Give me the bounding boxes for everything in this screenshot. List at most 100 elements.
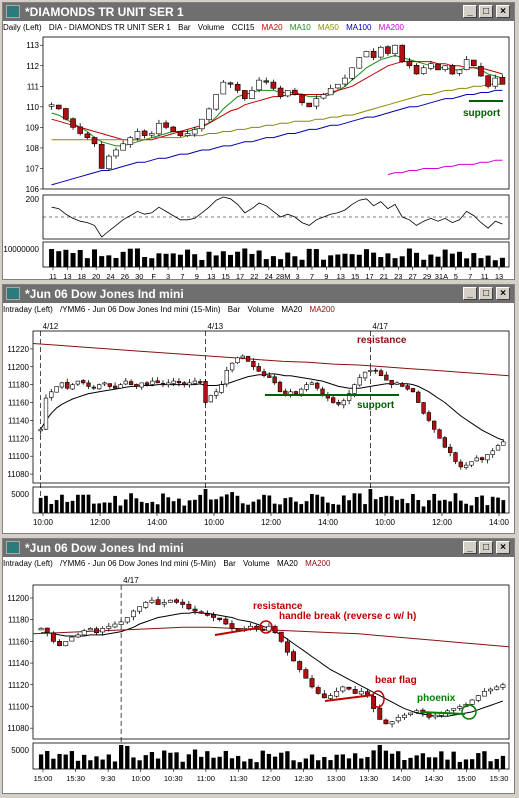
volume-bar	[125, 745, 130, 769]
candle-body	[77, 126, 84, 134]
volume-bar	[416, 500, 421, 513]
maximize-button[interactable]: □	[479, 287, 493, 300]
info-text: Bar	[178, 23, 191, 32]
volume-bar	[45, 750, 50, 769]
volume-bar	[127, 248, 133, 267]
candle-body	[224, 370, 229, 385]
candle-body	[306, 102, 313, 108]
candle-body	[203, 380, 208, 403]
candle-body	[38, 628, 44, 631]
volume-bar	[363, 504, 367, 513]
volume-bar	[414, 252, 420, 267]
volume-bar	[270, 256, 276, 267]
minimize-button[interactable]: _	[463, 541, 477, 554]
volume-bar	[396, 751, 401, 769]
x-tick-label: 10:00	[375, 518, 396, 527]
chart-window-5min: *Jun 06 Dow Jones Ind mini _ □ × Intrada…	[2, 538, 515, 794]
candle-body	[358, 690, 364, 695]
volume-bar	[137, 760, 142, 769]
volume-bar	[501, 500, 506, 513]
volume-bar	[150, 501, 155, 513]
info-text: DIA - DIAMONDS TR UNIT SER 1	[48, 23, 171, 32]
candle-body	[488, 688, 494, 692]
maximize-button[interactable]: □	[479, 5, 493, 18]
candle-body	[416, 391, 421, 403]
day-marker-label: 4/17	[372, 322, 388, 331]
volume-bar	[193, 499, 197, 513]
volume-bar	[448, 501, 453, 513]
candle-body	[220, 81, 227, 95]
day-marker-label: 4/17	[123, 576, 139, 585]
x-tick-label: 22	[250, 272, 258, 279]
volume-bar	[463, 759, 469, 769]
ma-line-ma20	[40, 373, 504, 441]
info-text: Bar	[223, 559, 236, 568]
price-tick-label: 11180	[8, 616, 30, 625]
close-button[interactable]: ×	[496, 5, 510, 18]
close-button[interactable]: ×	[496, 287, 510, 300]
volume-tick-label: 5000	[11, 746, 29, 755]
candle-body	[150, 380, 155, 385]
x-tick-label: 11	[49, 272, 57, 279]
window-titlebar[interactable]: *Jun 06 Dow Jones Ind mini _ □ ×	[3, 285, 514, 303]
candle-body	[385, 46, 391, 54]
candle-body	[463, 464, 469, 468]
maximize-button[interactable]: □	[479, 541, 493, 554]
candle-body	[134, 131, 141, 139]
candle-body	[91, 137, 98, 145]
volume-panel-frame	[42, 241, 510, 268]
resistance-label: resistance	[357, 335, 407, 346]
volume-bar	[316, 760, 321, 769]
minimize-button[interactable]: _	[463, 5, 477, 18]
volume-bar	[65, 501, 70, 513]
x-tick-label: 24	[265, 272, 273, 279]
chart-5min: 11080 11100 11120 11140 11160 11180 11200 4/17 5…	[7, 576, 510, 783]
candle-body	[320, 94, 327, 99]
candle-body	[163, 122, 169, 128]
x-tick-label: 21	[380, 272, 388, 279]
legend-ma20: MA20	[276, 559, 298, 568]
price-panel-frame	[42, 36, 510, 190]
window-title: *DIAMONDS TR UNIT SER 1	[25, 5, 184, 19]
chart-15min: 11080 11100 11120 11140 11160 11180 11200 11220…	[7, 322, 509, 527]
volume-bar	[421, 259, 427, 267]
volume-bar	[131, 757, 136, 769]
volume-bar	[414, 755, 419, 769]
candle-body	[199, 118, 205, 130]
window-titlebar[interactable]: *Jun 06 Dow Jones Ind mini _ □ ×	[3, 539, 514, 557]
volume-bar	[180, 761, 185, 769]
price-tick-label: 109	[26, 123, 40, 132]
volume-bar	[69, 751, 75, 769]
close-button[interactable]: ×	[496, 541, 510, 554]
bear-flag-circle	[371, 690, 385, 708]
volume-bar	[488, 761, 493, 769]
candle-body	[112, 385, 118, 389]
candle-body	[328, 695, 333, 699]
volume-bar	[496, 497, 500, 513]
candle-body	[141, 130, 148, 136]
x-tick-label: 13:00	[327, 774, 346, 783]
volume-bar	[240, 503, 245, 513]
volume-bar	[248, 758, 253, 769]
volume-bar	[235, 755, 241, 769]
volume-bar	[457, 761, 462, 769]
candle-body	[474, 457, 479, 462]
window-titlebar[interactable]: *DIAMONDS TR UNIT SER 1 _ □ ×	[3, 3, 514, 21]
candle-body	[277, 381, 283, 393]
candle-body	[313, 98, 320, 107]
candle-body	[256, 366, 261, 372]
volume-bar	[349, 254, 355, 267]
volume-bar	[213, 255, 219, 267]
volume-bar	[97, 503, 102, 513]
x-tick-label: 13	[495, 272, 503, 279]
volume-bar	[170, 253, 176, 267]
candle-body	[389, 721, 395, 725]
volume-bar	[174, 752, 179, 769]
volume-bar	[149, 751, 155, 769]
minimize-button[interactable]: _	[463, 287, 477, 300]
candle-body	[499, 77, 506, 85]
volume-bar	[432, 493, 437, 513]
volume-bar	[134, 498, 139, 513]
x-tick-label: 14:00	[392, 774, 411, 783]
volume-bar	[385, 253, 391, 267]
